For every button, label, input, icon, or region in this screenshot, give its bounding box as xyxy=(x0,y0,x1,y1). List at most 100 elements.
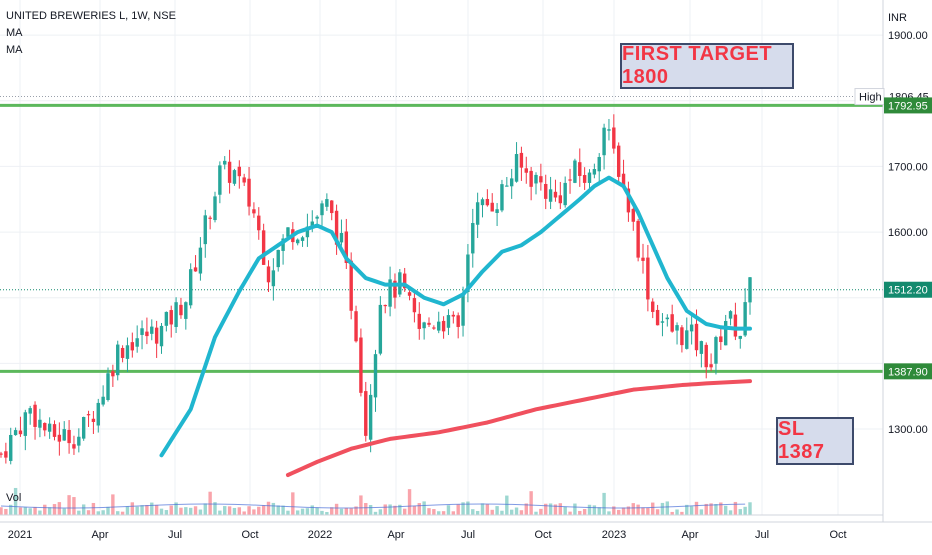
candle-body xyxy=(28,408,32,414)
volume-bar xyxy=(38,510,42,515)
volume-bar xyxy=(252,509,256,515)
candle-body xyxy=(310,221,314,229)
volume-bar xyxy=(325,511,329,515)
ma-indicator-2[interactable]: MA xyxy=(6,44,23,56)
candle-body xyxy=(232,170,237,184)
candle-body xyxy=(719,336,723,343)
candle-body xyxy=(106,373,110,400)
candle-body xyxy=(466,254,470,293)
candle-body xyxy=(334,210,339,245)
volume-bar xyxy=(150,502,154,515)
candle-body xyxy=(295,239,300,244)
candle-body xyxy=(441,320,446,332)
candle-body xyxy=(626,188,631,213)
candle-body xyxy=(685,330,689,349)
candle-body xyxy=(213,196,217,221)
x-tick-label: Jul xyxy=(755,529,769,541)
volume-bar xyxy=(398,504,402,515)
candle-body xyxy=(247,178,251,207)
volume-bar xyxy=(96,511,100,515)
candle-body xyxy=(227,161,232,183)
volume-bar xyxy=(417,503,421,515)
volume-bar xyxy=(573,503,577,515)
candle-body xyxy=(252,209,256,214)
volume-bar xyxy=(719,502,723,515)
candle-body xyxy=(529,170,533,187)
volume-bar xyxy=(242,511,246,515)
first-target-annotation[interactable]: FIRST TARGET 1800 xyxy=(620,43,794,89)
candle-body xyxy=(407,292,412,296)
candle-body xyxy=(354,311,358,342)
x-tick-label: Oct xyxy=(534,529,551,541)
x-tick-label: Jul xyxy=(461,529,475,541)
volume-bar xyxy=(466,501,470,515)
candle-body xyxy=(208,217,212,219)
volume-bar xyxy=(237,507,242,515)
volume-bar xyxy=(514,507,519,515)
volume-bar xyxy=(368,505,373,515)
volume-bar xyxy=(281,505,285,515)
candle-body xyxy=(242,177,246,183)
volume-bar xyxy=(495,506,499,515)
candle-body xyxy=(174,302,178,327)
candle-body xyxy=(723,320,728,346)
high-tag-label: High xyxy=(859,92,882,104)
candle-body xyxy=(179,304,183,316)
volume-bar xyxy=(291,492,295,515)
candle-body xyxy=(368,394,373,440)
candle-body xyxy=(344,231,349,264)
volume-bar xyxy=(111,494,115,515)
candle-body xyxy=(81,416,86,439)
x-tick-label: 2021 xyxy=(8,529,32,541)
candle-body xyxy=(96,402,100,426)
stop-loss-annotation[interactable]: SL 1387 xyxy=(776,417,854,465)
volume-bar xyxy=(680,511,684,515)
candle-body xyxy=(641,257,645,261)
volume-bar xyxy=(689,506,694,515)
candle-body xyxy=(257,215,261,231)
candle-body xyxy=(266,266,271,283)
candle-body xyxy=(475,202,480,225)
candle-body xyxy=(188,269,193,306)
volume-bar xyxy=(636,504,640,515)
candle-body xyxy=(33,404,37,427)
volume-bar xyxy=(529,491,533,515)
x-tick-label: Apr xyxy=(91,529,108,541)
volume-bar xyxy=(120,511,125,515)
volume-bar xyxy=(553,504,558,515)
volume-bar xyxy=(0,507,3,515)
candle-body xyxy=(519,152,524,168)
volume-bar xyxy=(232,507,237,515)
volume-bar xyxy=(723,505,728,515)
candle-body xyxy=(159,325,164,347)
level-price-tag-box xyxy=(884,363,932,380)
volume-bar xyxy=(475,510,480,515)
candle-body xyxy=(120,347,125,358)
volume-bar xyxy=(4,508,8,515)
volume-bar xyxy=(213,502,217,515)
ma-short-line xyxy=(159,175,752,458)
candle-body xyxy=(47,423,52,432)
candle-body xyxy=(417,313,421,329)
candle-body xyxy=(743,302,747,336)
candle-body xyxy=(52,424,57,437)
candle-body xyxy=(728,311,733,319)
candle-body xyxy=(461,294,465,326)
volume-bar xyxy=(227,506,232,515)
candle-body xyxy=(286,227,290,237)
candle-body xyxy=(388,279,392,307)
volume-bar xyxy=(315,507,319,515)
candle-body xyxy=(276,249,280,268)
ma-indicator-1[interactable]: MA xyxy=(6,27,23,39)
candle-body xyxy=(57,434,62,442)
candle-body xyxy=(505,185,509,187)
volume-bar xyxy=(305,508,310,515)
volume-bar xyxy=(9,504,13,515)
candle-body xyxy=(621,173,626,186)
candle-body xyxy=(646,257,650,300)
volume-bar xyxy=(169,505,173,515)
symbol-title[interactable]: UNITED BREWERIES L, 1W, NSE xyxy=(6,10,176,22)
volume-bar xyxy=(743,506,747,515)
